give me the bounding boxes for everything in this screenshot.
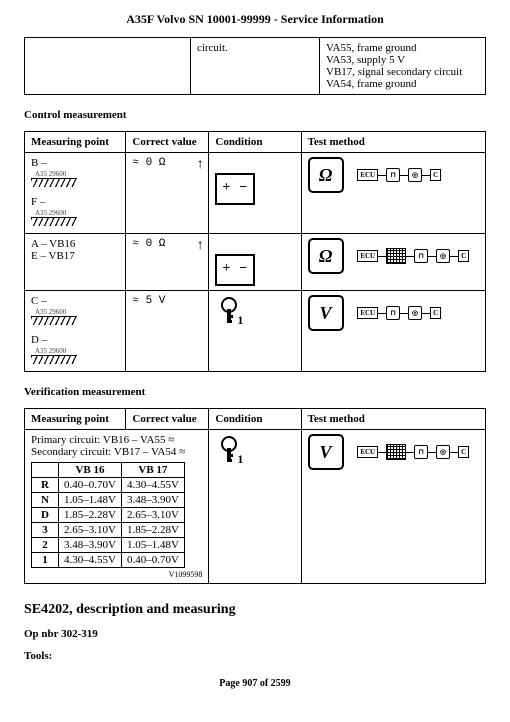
mp-label: C – (31, 295, 119, 307)
tools-label: Tools: (24, 650, 486, 662)
cell-condition: 1 (209, 430, 301, 584)
cell-test-method: Ω ECU⊓◎C (301, 234, 485, 291)
mp-text: E – VB17 (31, 250, 119, 262)
section-se-title: SE4202, description and measuring (24, 602, 486, 618)
inner-cell: 0.40–0.70V (59, 478, 122, 493)
mp-text: A – VB16 (31, 238, 119, 250)
table-row: A – VB16 E – VB17 ≈ 0 Ω ↑ +− Ω ECU⊓◎C (25, 234, 486, 291)
mp-label: B – (31, 157, 119, 169)
inner-rowhead: 3 (32, 523, 59, 538)
volt-meter-icon: V (308, 295, 344, 331)
ecu-diagram-icon: ECU⊓◎C (357, 306, 441, 320)
top-fragment-table: circuit. VA55, frame ground VA53, supply… (24, 37, 486, 95)
cell-measuring-point: B – A35 29600 F – A35 29600 (25, 153, 126, 234)
inner-blank (32, 463, 59, 478)
ground-icon (31, 217, 77, 226)
cell-test-method: V ECU⊓◎C (301, 291, 485, 372)
col-test-method: Test method (301, 132, 485, 153)
mp-sub: A35 29600 (35, 347, 119, 355)
ohm-meter-icon: Ω (308, 157, 344, 193)
col-measuring-point: Measuring point (25, 132, 126, 153)
inner-col-vb16: VB 16 (59, 463, 122, 478)
inner-rowhead: D (32, 508, 59, 523)
inner-col-vb17: VB 17 (121, 463, 184, 478)
signal-line: VB17, signal secondary circuit (326, 66, 479, 78)
ecu-diagram-icon: ECU⊓◎C (357, 168, 441, 182)
table-row: B – A35 29600 F – A35 29600 ≈ 0 Ω ↑ +− Ω… (25, 153, 486, 234)
col-measuring-point: Measuring point (25, 409, 126, 430)
control-measurement-table: Measuring point Correct value Condition … (24, 131, 486, 372)
signal-line: VA53, supply 5 V (326, 54, 479, 66)
cell-condition: 1 (209, 291, 301, 372)
section-control-title: Control measurement (24, 109, 486, 121)
inner-cell: 4.30–4.55V (59, 553, 122, 568)
cell-condition: ↑ +− (209, 234, 301, 291)
table-row: C – A35 29600 D – A35 29600 ≈ 5 V 1 V EC… (25, 291, 486, 372)
inner-cell: 2.65–3.10V (59, 523, 122, 538)
mp-sub: A35 29600 (35, 170, 119, 178)
inner-rowhead: 1 (32, 553, 59, 568)
inner-rowhead: R (32, 478, 59, 493)
inner-cell: 3.48–3.90V (59, 538, 122, 553)
ground-icon (31, 355, 77, 364)
image-ref: V1099598 (31, 570, 202, 579)
inner-rowhead: 2 (32, 538, 59, 553)
top-col3: VA55, frame ground VA53, supply 5 V VB17… (320, 38, 486, 95)
ohm-meter-icon: Ω (308, 238, 344, 274)
cell-measuring-point: C – A35 29600 D – A35 29600 (25, 291, 126, 372)
col-test-method: Test method (301, 409, 485, 430)
top-col2: circuit. (190, 38, 319, 95)
op-nbr: Op nbr 302-319 (24, 628, 486, 640)
cell-measuring-point: A – VB16 E – VB17 (25, 234, 126, 291)
primary-circuit-text: Primary circuit: VB16 – VA55 ≈ (31, 434, 202, 446)
ecu-diagram-icon: ECU⊓◎C (357, 248, 469, 264)
inner-cell: 3.48–3.90V (121, 493, 184, 508)
page-footer: Page 907 of 2599 (24, 678, 486, 689)
section-verify-title: Verification measurement (24, 386, 486, 398)
battery-off-icon: +− (215, 173, 255, 205)
table-row: Primary circuit: VB16 – VA55 ≈ Secondary… (25, 430, 486, 584)
battery-off-icon: +− (215, 254, 255, 286)
cell-correct-value: ≈ 5 V (126, 291, 209, 372)
mp-sub: A35 29600 (35, 308, 119, 316)
mp-sub: A35 29600 (35, 209, 119, 217)
key-position-1-icon: 1 (215, 295, 245, 325)
page-title: A35F Volvo SN 10001-99999 - Service Info… (24, 12, 486, 27)
ground-icon (31, 316, 77, 325)
inner-cell: 1.85–2.28V (59, 508, 122, 523)
col-correct-value: Correct value (126, 409, 209, 430)
col-condition: Condition (209, 132, 301, 153)
mp-label: F – (31, 196, 119, 208)
volt-meter-icon: V (308, 434, 344, 470)
signal-line: VA54, frame ground (326, 78, 479, 90)
verification-measurement-table: Measuring point Correct value Condition … (24, 408, 486, 584)
inner-cell: 2.65–3.10V (121, 508, 184, 523)
cell-measuring-correct: Primary circuit: VB16 – VA55 ≈ Secondary… (25, 430, 209, 584)
inner-cell: 0.40–0.70V (121, 553, 184, 568)
mp-label: D – (31, 334, 119, 346)
secondary-circuit-text: Secondary circuit: VB17 – VA54 ≈ (31, 446, 202, 458)
ground-icon (31, 178, 77, 187)
inner-cell: 4.30–4.55V (121, 478, 184, 493)
voltage-table: VB 16 VB 17 R0.40–0.70V4.30–4.55V N1.05–… (31, 462, 185, 568)
cell-condition: ↑ +− (209, 153, 301, 234)
col-condition: Condition (209, 409, 301, 430)
key-position-1-icon: 1 (215, 434, 245, 464)
signal-line: VA55, frame ground (326, 42, 479, 54)
col-correct-value: Correct value (126, 132, 209, 153)
ecu-diagram-icon: ECU⊓◎C (357, 444, 469, 460)
inner-rowhead: N (32, 493, 59, 508)
cell-test-method: V ECU⊓◎C (301, 430, 485, 584)
inner-cell: 1.05–1.48V (121, 538, 184, 553)
cell-test-method: Ω ECU⊓◎C (301, 153, 485, 234)
inner-cell: 1.05–1.48V (59, 493, 122, 508)
inner-cell: 1.85–2.28V (121, 523, 184, 538)
